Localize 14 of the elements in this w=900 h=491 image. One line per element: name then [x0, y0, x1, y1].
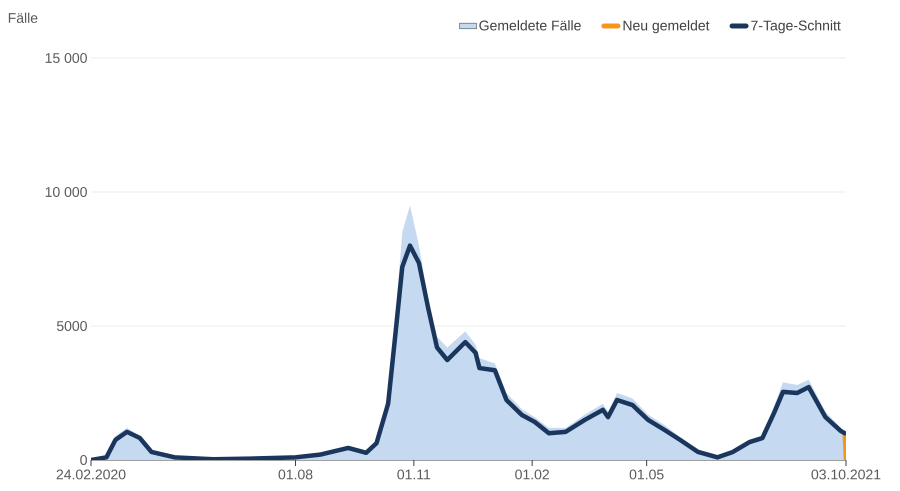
y-axis-title: Fälle	[8, 12, 38, 23]
legend-label: Gemeldete Fälle	[479, 20, 581, 30]
x-tick-label: 01.05	[630, 470, 664, 480]
y-tick-label: 10 000	[46, 187, 87, 197]
x-tick-label: 03.10.2021	[812, 470, 880, 480]
y-tick-label: 5000	[56, 321, 87, 331]
x-tick-label: 24.02.2020	[56, 470, 126, 480]
x-tick-label: 01.08	[278, 470, 312, 480]
legend-label: 7-Tage-Schnitt	[751, 20, 841, 34]
legend-label: Neu gemeldet	[624, 20, 710, 34]
x-tick-label: 01.02	[515, 470, 549, 480]
x-tick-label: 01.11	[397, 470, 430, 480]
y-tick-label: 15 000	[46, 53, 87, 63]
y-tick-label: 0	[80, 455, 87, 465]
